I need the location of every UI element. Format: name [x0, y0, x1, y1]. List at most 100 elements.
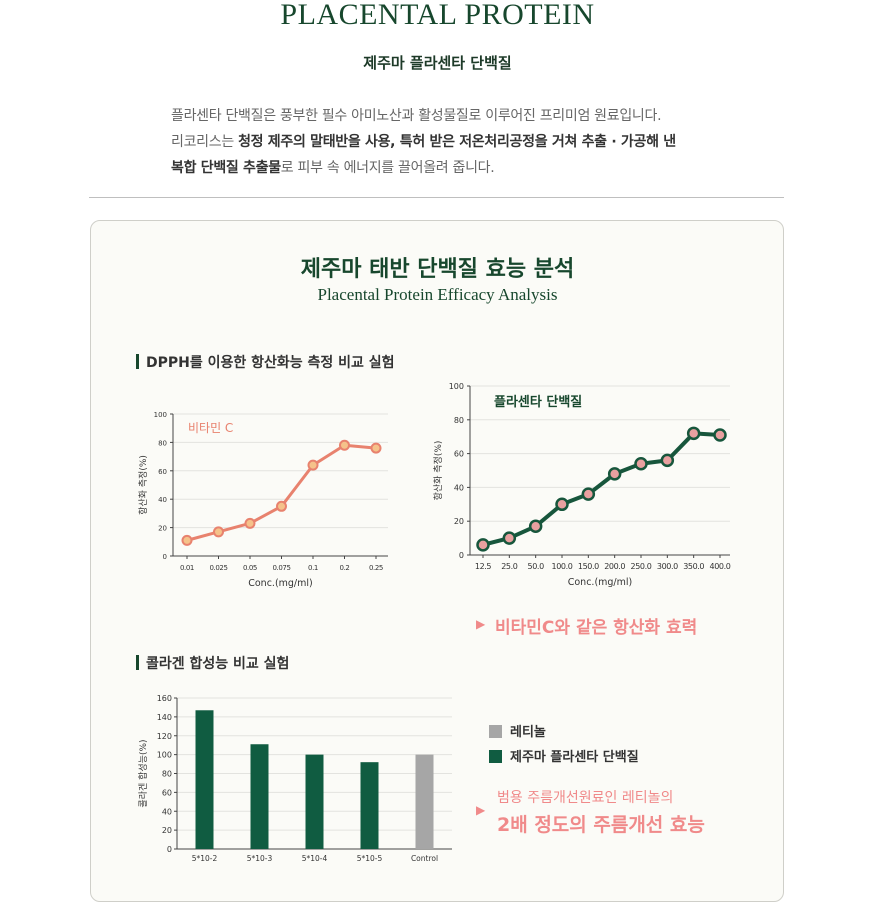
- x-tick-label: 5*10-3: [247, 854, 273, 863]
- y-tick-label: 20: [454, 517, 464, 526]
- page-title: PLACENTAL PROTEIN: [280, 0, 595, 31]
- x-tick-label: 0.25: [369, 564, 383, 572]
- y-tick-label: 40: [158, 496, 167, 504]
- data-point: [607, 467, 622, 481]
- callout-arrow-icon: ▶: [476, 803, 486, 817]
- x-tick-label: 0.1: [308, 564, 318, 572]
- data-point: [244, 517, 256, 529]
- y-axis-label: 항산화 측정(%): [433, 441, 444, 501]
- x-tick-label: 5*10-5: [357, 854, 383, 863]
- y-tick-label: 0: [163, 553, 167, 561]
- x-tick-label: 25.0: [501, 562, 518, 571]
- data-point: [713, 428, 727, 442]
- x-tick-label: 300.0: [657, 562, 678, 571]
- y-tick-label: 80: [454, 416, 464, 425]
- page-subtitle: 제주마 플라센타 단백질: [363, 54, 512, 72]
- x-tick-label: 400.0: [710, 562, 731, 571]
- y-tick-label: 0: [459, 551, 464, 560]
- data-point: [660, 453, 675, 468]
- x-tick-label: 200.0: [604, 562, 625, 571]
- bar: [250, 744, 269, 849]
- legend-retinol-label: 레티놀: [510, 725, 546, 740]
- x-tick-label: 250.0: [631, 562, 652, 571]
- x-tick-label: 5*10-4: [302, 854, 328, 863]
- x-axis-label: Conc.(mg/ml): [568, 577, 633, 588]
- bar: [305, 754, 324, 849]
- intro-line-3: 복합 단백질 추출물로 피부 속 에너지를 끌어올려 줍니다.: [171, 155, 771, 181]
- panel-subtitle: Placental Protein Efficacy Analysis: [317, 285, 558, 304]
- y-tick-label: 60: [454, 450, 464, 459]
- y-tick-label: 80: [162, 770, 172, 779]
- intro-line-3-end: 로 피부 속 에너지를 끌어올려 줍니다.: [280, 160, 495, 176]
- placenta-line-chart: 0 20 40 60 80 100 12.5 25.0 50.0 100.0 150.0 200.0 2…: [433, 382, 731, 588]
- y-tick-label: 100: [157, 751, 172, 760]
- data-point: [213, 526, 224, 538]
- y-tick-label: 80: [158, 439, 167, 447]
- data-point: [476, 538, 490, 552]
- x-axis-label: Conc.(mg/ml): [248, 578, 313, 589]
- panel-title: 제주마 태반 단백질 효능 분석: [300, 257, 575, 282]
- y-tick-label: 60: [162, 788, 172, 797]
- y-tick-label: 140: [157, 713, 172, 722]
- x-tick-label: 350.0: [683, 562, 704, 571]
- y-tick-label: 120: [157, 732, 172, 741]
- antioxidant-callout: 비타민C와 같은 항산화 효력: [495, 618, 698, 638]
- x-tick-label: Control: [411, 854, 438, 863]
- bar: [195, 710, 214, 849]
- x-tick-label: 150.0: [578, 562, 599, 571]
- bar: [360, 762, 379, 849]
- series-label: 플라센타 단백질: [494, 394, 582, 410]
- intro-line-2-start: 리코리스는: [171, 134, 239, 150]
- data-point: [634, 456, 648, 471]
- wrinkle-callout-line2: 2배 정도의 주름개선 효능: [497, 814, 705, 836]
- data-point: [686, 426, 701, 441]
- data-point: [528, 519, 543, 534]
- x-tick-label: 0.075: [272, 564, 290, 572]
- legend-placenta: 제주마 플라센타 단백질: [489, 746, 639, 765]
- x-tick-label: 5*10-2: [192, 854, 218, 863]
- x-tick-label: 0.025: [209, 564, 227, 572]
- y-tick-label: 0: [167, 845, 172, 854]
- intro-line-1: 플라센타 단백질은 풍부한 필수 아미노산과 활성물질로 이루어진 프리미엄 원…: [171, 108, 662, 124]
- legend-placenta-label: 제주마 플라센타 단백질: [510, 750, 639, 765]
- x-tick-label: 50.0: [528, 562, 545, 571]
- y-tick-label: 160: [157, 694, 172, 703]
- section-title-collagen: 콜라겐 합성능 비교 실험: [136, 653, 289, 673]
- section-title-dpph: DPPH를 이용한 항산화능 측정 비교 실험: [136, 352, 395, 372]
- x-tick-label: 0.05: [243, 564, 257, 572]
- series-label: 비타민 C: [188, 421, 233, 435]
- x-tick-label: 0.01: [180, 564, 194, 572]
- intro-text: 플라센타 단백질은 풍부한 필수 아미노산과 활성물질로 이루어진 프리미엄 원…: [171, 103, 771, 181]
- legend-swatch-green: [489, 750, 502, 763]
- legend-retinol: 레티놀: [489, 721, 546, 740]
- legend-swatch-gray: [489, 725, 502, 738]
- callout-arrow-icon: ▶: [476, 617, 486, 631]
- y-tick-label: 20: [162, 826, 172, 835]
- x-tick-label: 12.5: [475, 562, 492, 571]
- y-tick-label: 100: [449, 382, 464, 391]
- y-tick-label: 20: [158, 525, 167, 533]
- y-axis-label: 콜라겐 합성능(%): [138, 739, 149, 807]
- series-line: [186, 443, 377, 542]
- intro-line-3-bold: 복합 단백질 추출물: [171, 160, 281, 176]
- x-tick-label: 100.0: [552, 562, 573, 571]
- data-point: [370, 442, 382, 454]
- y-tick-label: 100: [154, 411, 167, 419]
- bar: [415, 754, 434, 849]
- intro-line-2-bold: 청정 제주의 말태반을 사용, 특허 받은 저온처리공정을 거쳐 추출 · 가공…: [238, 134, 676, 150]
- y-axis-label: 항산화 측정(%): [138, 455, 149, 515]
- y-tick-label: 60: [158, 468, 167, 476]
- data-point: [339, 439, 350, 451]
- data-point: [276, 500, 287, 512]
- data-point: [307, 459, 319, 471]
- y-tick-label: 40: [162, 807, 172, 816]
- collagen-bar-chart: 0 20 40 60 80 100 120 140 160 5*10-2 5*10-3 5*10-4 5…: [138, 694, 452, 863]
- data-point: [502, 531, 517, 545]
- data-point: [181, 534, 193, 546]
- section-divider: [89, 197, 784, 198]
- wrinkle-callout-line1: 범용 주름개선원료인 레티놀의: [497, 790, 674, 806]
- intro-line-2: 리코리스는 청정 제주의 말태반을 사용, 특허 받은 저온처리공정을 거쳐 추…: [171, 129, 771, 155]
- data-point: [581, 487, 596, 501]
- x-tick-label: 0.2: [340, 564, 350, 572]
- vitamin-c-line-chart: 0 20 40 60 80 100 0.01 0.025 0.05 0.075 0.1 0.2 0.25…: [138, 411, 388, 589]
